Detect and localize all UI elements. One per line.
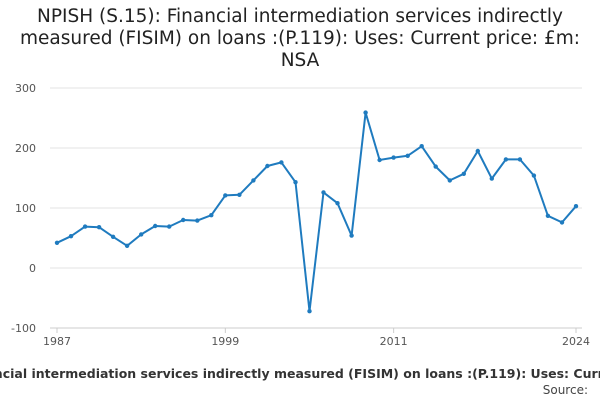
data-point[interactable] (167, 224, 172, 229)
data-point[interactable] (110, 234, 116, 239)
y-tick-label: 100 (15, 202, 36, 215)
x-tick-label: 2011 (380, 335, 408, 348)
data-point[interactable] (573, 204, 579, 209)
data-point[interactable] (433, 164, 438, 169)
x-tick-label: 1987 (43, 335, 71, 348)
data-point[interactable] (307, 309, 312, 314)
x-tick-label: 2024 (562, 335, 590, 348)
legend: NPISH (S.15): Financial intermediation s… (0, 366, 600, 384)
data-point[interactable] (54, 240, 60, 245)
legend-entry: NPISH (S.15): Financial intermediation s… (0, 366, 600, 381)
data-point[interactable] (489, 176, 494, 181)
data-point[interactable] (265, 163, 270, 169)
data-point[interactable] (293, 180, 298, 185)
axes (50, 327, 582, 333)
data-point[interactable] (363, 110, 368, 115)
data-point[interactable] (321, 190, 326, 195)
grid-lines (50, 87, 582, 329)
data-point[interactable] (279, 160, 284, 165)
data-point[interactable] (153, 223, 158, 229)
data-point[interactable] (447, 178, 452, 183)
data-point[interactable] (559, 220, 565, 225)
data-point[interactable] (237, 192, 242, 197)
y-tick-label: 300 (15, 82, 36, 95)
data-point[interactable] (545, 213, 551, 218)
data-point[interactable] (531, 173, 537, 178)
data-point[interactable] (96, 225, 102, 230)
data-point[interactable] (124, 243, 130, 248)
data-point[interactable] (391, 155, 396, 160)
series-layer (54, 110, 579, 314)
x-tick-label: 1999 (211, 335, 239, 348)
data-point[interactable] (377, 157, 382, 163)
y-tick-label: -100 (11, 322, 36, 335)
source-label: Source: (542, 383, 588, 397)
data-point[interactable] (82, 224, 88, 229)
data-point[interactable] (181, 217, 186, 223)
data-point[interactable] (461, 171, 466, 176)
data-point[interactable] (503, 157, 509, 162)
data-point[interactable] (223, 193, 228, 198)
tick-labels: 300 200 100 0 -100 1987 1999 2011 2024 (11, 82, 590, 348)
series-line (56, 111, 577, 313)
y-tick-label: 0 (29, 262, 36, 275)
data-point[interactable] (475, 148, 480, 154)
chart-title: NPISH (S.15): Financial intermediation s… (20, 6, 580, 71)
data-point[interactable] (209, 213, 214, 218)
data-point[interactable] (517, 157, 523, 162)
data-point[interactable] (251, 178, 256, 183)
data-point[interactable] (68, 234, 74, 239)
data-point[interactable] (349, 233, 354, 238)
data-point[interactable] (195, 218, 200, 223)
data-point[interactable] (419, 144, 424, 149)
y-tick-label: 200 (15, 142, 36, 155)
data-point[interactable] (139, 232, 144, 237)
data-point[interactable] (405, 153, 410, 158)
data-point[interactable] (335, 201, 340, 206)
